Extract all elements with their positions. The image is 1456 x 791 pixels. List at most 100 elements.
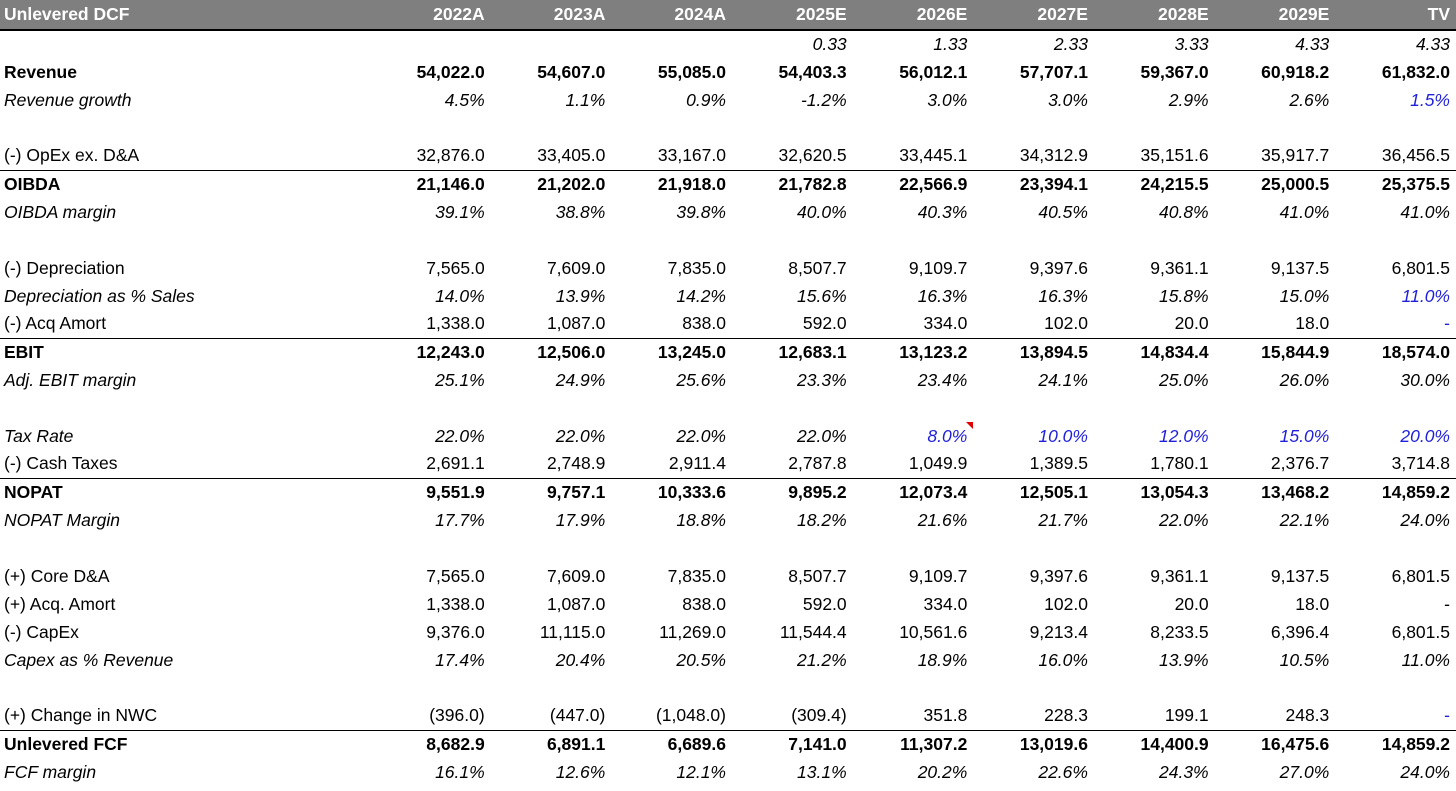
year-header[interactable]: 2025E — [732, 0, 853, 31]
value-cell[interactable]: 22.0% — [1159, 509, 1209, 530]
value-cell[interactable]: 14,859.2 — [1335, 729, 1456, 758]
value-cell[interactable]: 102.0 — [1044, 313, 1088, 334]
value-cell[interactable]: 12,683.1 — [732, 337, 853, 366]
year-header[interactable]: 2022A — [370, 0, 491, 31]
empty-cell[interactable] — [0, 114, 370, 142]
value-cell[interactable]: 61,832.0 — [1381, 61, 1450, 82]
value-cell[interactable]: 25.6% — [676, 369, 726, 390]
value-cell[interactable]: 13,123.2 — [852, 337, 974, 366]
value-cell[interactable]: 35,151.6 — [1140, 145, 1209, 166]
value-cell[interactable]: 4.33 — [1295, 34, 1330, 54]
value-cell[interactable]: 22,566.9 — [852, 169, 974, 198]
value-cell[interactable]: 25,000.5 — [1214, 169, 1336, 198]
empty-cell[interactable] — [370, 674, 491, 702]
row-label[interactable]: Capex as % Revenue — [4, 649, 174, 670]
empty-cell[interactable] — [973, 534, 1094, 562]
value-cell[interactable]: 40.0% — [797, 201, 847, 222]
value-cell[interactable]: 22.0% — [797, 425, 847, 446]
value-cell[interactable]: 17.9% — [555, 509, 606, 530]
value-cell[interactable]: 22.6% — [1038, 761, 1088, 782]
value-cell[interactable]: 7,565.0 — [426, 257, 485, 278]
value-cell[interactable]: 14,859.2 — [1335, 477, 1456, 506]
value-cell[interactable]: 6,891.1 — [490, 729, 612, 758]
row-label[interactable]: (+) Change in NWC — [4, 705, 158, 726]
value-cell[interactable]: - — [1444, 593, 1450, 614]
value-cell[interactable]: -1.2% — [800, 89, 847, 110]
value-cell[interactable]: 7,835.0 — [667, 257, 726, 278]
row-label[interactable]: EBIT — [0, 337, 371, 366]
value-cell[interactable]: 12.1% — [676, 761, 726, 782]
value-cell[interactable]: 11,269.0 — [659, 621, 726, 642]
value-cell[interactable]: 38.8% — [555, 201, 606, 222]
value-cell[interactable]: 12,505.1 — [973, 477, 1094, 506]
value-cell[interactable]: 838.0 — [682, 593, 726, 614]
value-cell[interactable]: - — [1444, 313, 1450, 334]
year-header[interactable]: 2024A — [611, 0, 732, 31]
value-cell[interactable]: 199.1 — [1164, 705, 1209, 726]
value-cell[interactable]: 2,691.1 — [426, 453, 485, 474]
value-cell[interactable] — [491, 30, 612, 58]
row-label[interactable]: NOPAT Margin — [4, 509, 121, 530]
value-cell[interactable]: 8,233.5 — [1150, 621, 1209, 642]
value-cell[interactable]: 20.5% — [676, 649, 726, 670]
row-label[interactable]: (+) Core D&A — [4, 565, 110, 586]
value-cell[interactable]: 2,787.8 — [788, 453, 847, 474]
value-cell[interactable]: 0.33 — [812, 34, 847, 54]
value-cell[interactable]: 25.1% — [435, 369, 485, 390]
value-cell[interactable]: 351.8 — [923, 705, 968, 726]
value-cell[interactable]: 248.3 — [1285, 705, 1330, 726]
value-cell[interactable]: 2,748.9 — [546, 453, 606, 474]
value-cell[interactable]: 17.7% — [435, 509, 485, 530]
empty-cell[interactable] — [1094, 534, 1215, 562]
value-cell[interactable]: 25.0% — [1159, 369, 1209, 390]
empty-cell[interactable] — [732, 674, 853, 702]
empty-cell[interactable] — [853, 674, 974, 702]
value-cell[interactable]: 1.5% — [1410, 89, 1450, 110]
value-cell[interactable]: 6,689.6 — [611, 729, 732, 758]
comment-indicator-icon[interactable] — [966, 422, 974, 429]
empty-cell[interactable] — [853, 226, 974, 254]
year-header[interactable]: 2026E — [852, 0, 974, 31]
value-cell[interactable]: 8.0% — [853, 422, 974, 450]
value-cell[interactable]: 20.4% — [555, 649, 606, 670]
value-cell[interactable]: 33,167.0 — [657, 145, 726, 166]
value-cell[interactable]: 13,245.0 — [611, 337, 732, 366]
value-cell[interactable]: 102.0 — [1044, 593, 1088, 614]
value-cell[interactable]: 11,307.2 — [852, 729, 974, 758]
value-cell[interactable]: 20.0 — [1174, 313, 1209, 334]
value-cell[interactable]: 3.33 — [1174, 34, 1209, 54]
empty-cell[interactable] — [853, 394, 974, 422]
empty-cell[interactable] — [611, 674, 732, 702]
value-cell[interactable]: 18.8% — [676, 509, 726, 530]
value-cell[interactable]: 16.3% — [1038, 285, 1088, 306]
value-cell[interactable]: 9,397.6 — [1029, 565, 1088, 586]
empty-cell[interactable] — [1215, 114, 1336, 142]
empty-cell[interactable] — [491, 394, 612, 422]
empty-cell[interactable] — [1215, 226, 1336, 254]
empty-cell[interactable] — [1335, 394, 1456, 422]
value-cell[interactable]: 22.0% — [676, 425, 726, 446]
value-cell[interactable]: 1,338.0 — [426, 593, 485, 614]
value-cell[interactable]: 32,620.5 — [778, 145, 847, 166]
value-cell[interactable]: 55,085.0 — [657, 61, 726, 82]
table-title[interactable]: Unlevered DCF — [0, 0, 371, 31]
year-header[interactable]: 2028E — [1093, 0, 1215, 31]
value-cell[interactable]: 11,115.0 — [539, 621, 606, 642]
row-label[interactable]: (-) Acq Amort — [4, 313, 107, 334]
value-cell[interactable]: 3,714.8 — [1391, 453, 1450, 474]
empty-cell[interactable] — [370, 534, 491, 562]
value-cell[interactable]: 9,397.6 — [1029, 257, 1088, 278]
value-cell[interactable]: 4.33 — [1415, 34, 1450, 54]
empty-cell[interactable] — [732, 226, 853, 254]
value-cell[interactable]: 11,544.4 — [779, 621, 847, 642]
value-cell[interactable]: 23.4% — [917, 369, 968, 390]
empty-cell[interactable] — [611, 534, 732, 562]
value-cell[interactable]: 39.1% — [435, 201, 485, 222]
row-label[interactable]: Tax Rate — [4, 425, 74, 446]
value-cell[interactable]: 16.3% — [917, 285, 968, 306]
value-cell[interactable]: 54,607.0 — [537, 61, 606, 82]
empty-cell[interactable] — [0, 394, 370, 422]
value-cell[interactable]: 334.0 — [923, 313, 968, 334]
empty-cell[interactable] — [370, 114, 491, 142]
value-cell[interactable]: 21.2% — [797, 649, 847, 670]
